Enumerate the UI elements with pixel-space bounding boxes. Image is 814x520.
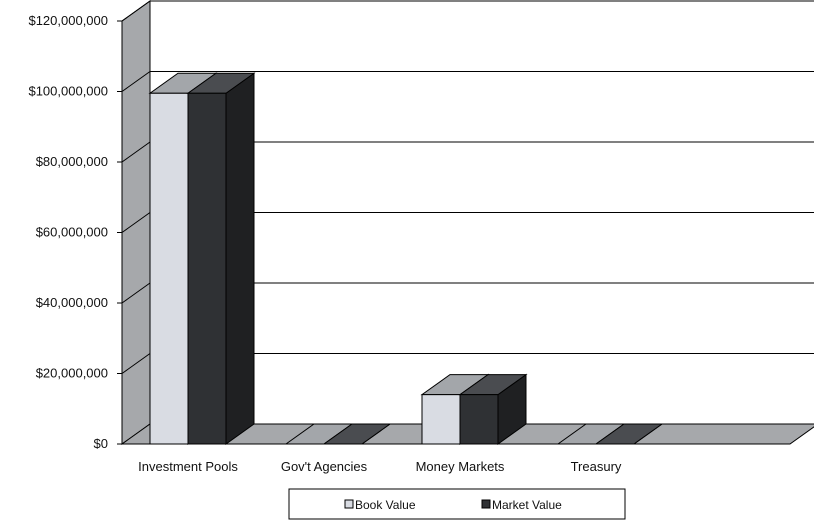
bar-market-value (459, 394, 499, 445)
legend-swatch (344, 499, 354, 509)
gridline-wall (121, 353, 151, 374)
x-tick-label: Treasury (571, 459, 622, 474)
bar-market-value-top (594, 423, 664, 445)
x-tick-label: Investment Pools (138, 459, 238, 474)
y-tick-label: $100,000,000 (28, 84, 108, 99)
bar-market-value-top (322, 423, 392, 445)
x-tick-label: Gov't Agencies (281, 459, 368, 474)
y-tick-label: $60,000,000 (36, 225, 108, 240)
gridline-wall (121, 282, 151, 304)
gridline-wall (121, 141, 151, 163)
bar-market-value (187, 92, 227, 445)
y-tick-label: $80,000,000 (36, 154, 108, 169)
bar-book-value (149, 92, 189, 445)
legend-box (288, 488, 626, 520)
gridline-wall (121, 212, 151, 233)
bar-book-value (421, 394, 461, 445)
legend-label: Book Value (355, 498, 416, 512)
y-tick-label: $120,000,000 (28, 13, 108, 28)
x-tick-label: Money Markets (416, 459, 505, 474)
legend-label: Market Value (492, 498, 562, 512)
y-tick-label: $20,000,000 (36, 366, 108, 381)
legend-swatch (481, 499, 491, 509)
y-tick-label: $0 (94, 436, 108, 451)
gridline-wall (121, 0, 151, 22)
bar-market-value-side (225, 72, 255, 445)
gridline-wall (121, 71, 151, 92)
y-tick-label: $40,000,000 (36, 295, 108, 310)
